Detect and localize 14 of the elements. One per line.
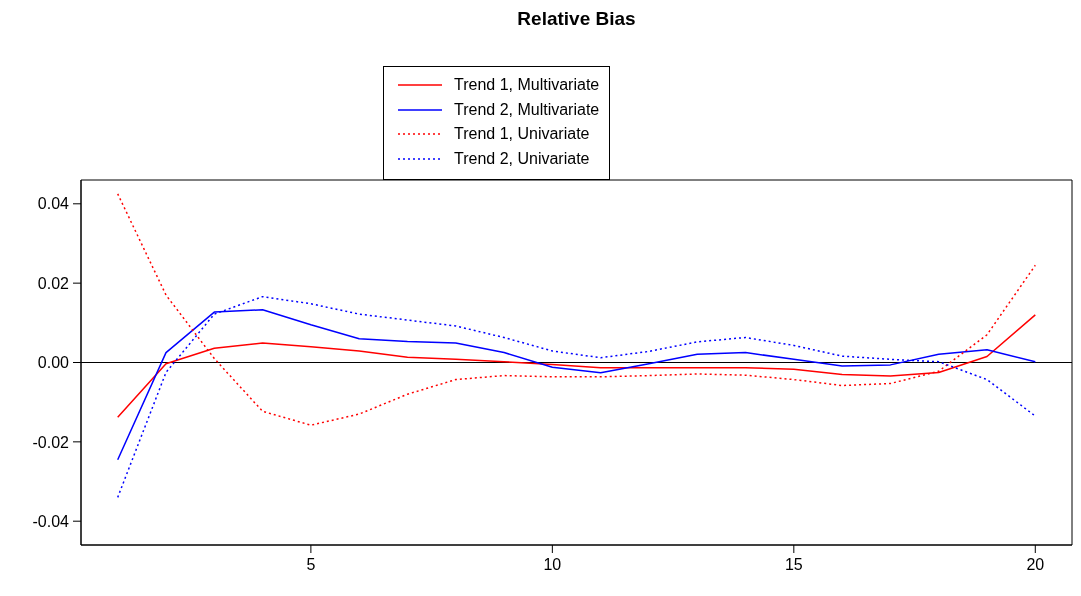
chart-title: Relative Bias — [516, 8, 637, 30]
x-tick-label: 10 — [543, 556, 562, 574]
y-tick-label: 0.02 — [37, 274, 70, 292]
legend-label: Trend 1, Multivariate — [454, 76, 600, 95]
legend-label: Trend 2, Multivariate — [454, 100, 600, 119]
y-tick-label: -0.04 — [32, 512, 70, 530]
y-tick-label: -0.02 — [32, 433, 70, 451]
x-tick-label: 5 — [306, 556, 316, 574]
y-tick-label: 0.00 — [37, 354, 70, 372]
legend-label: Trend 2, Univariate — [454, 149, 590, 168]
y-tick-label: 0.04 — [37, 195, 70, 213]
x-tick-label: 15 — [784, 556, 803, 574]
x-tick-label: 20 — [1026, 556, 1045, 574]
legend-label: Trend 1, Univariate — [454, 125, 590, 144]
